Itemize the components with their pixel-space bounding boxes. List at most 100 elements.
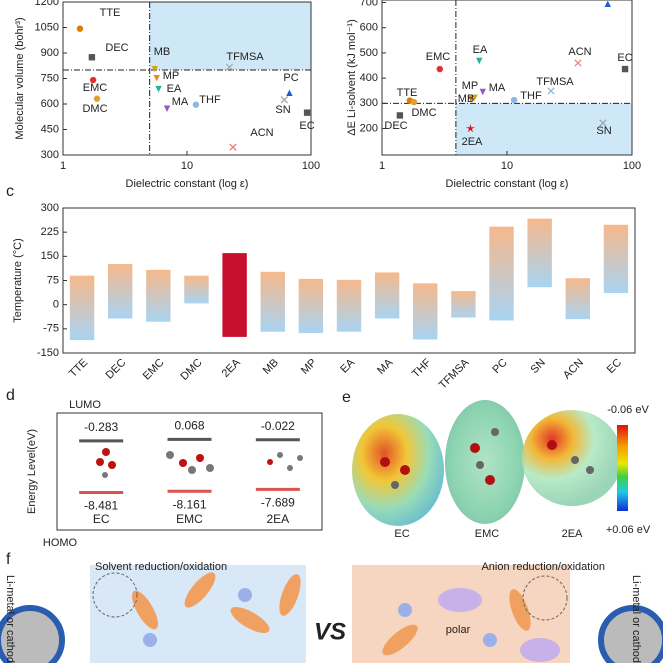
temperature-bar (413, 283, 438, 340)
vs-label: VS (314, 618, 346, 645)
electrode-label: Li-metal or cathode (630, 575, 642, 663)
temperature-bar (222, 253, 247, 337)
point-label: MB (458, 93, 475, 105)
temperature-bar (527, 218, 552, 288)
data-point (89, 76, 97, 84)
point-label: TFMSA (226, 51, 264, 63)
solvent-region (90, 565, 306, 663)
data-point (599, 119, 607, 127)
schematic: f Solvent reduction/oxidation Anion redu… (0, 551, 663, 663)
plot-frame (56, 412, 323, 531)
point-label: ACN (568, 46, 591, 58)
y-tick-label: 150 (41, 250, 59, 262)
atoms (380, 440, 557, 485)
molecule-label: 2EA (266, 512, 289, 526)
y-tick-label: 0 (53, 299, 59, 311)
y-tick-label: 600 (360, 22, 378, 34)
x-tick-label: 1 (379, 160, 385, 172)
data-point (280, 96, 289, 104)
temperature-bar (260, 271, 285, 332)
shaded-region (455, 103, 632, 155)
point-label: DMC (82, 103, 107, 115)
y-tick-label: 400 (360, 72, 378, 84)
x-tick-label: DEC (103, 357, 128, 382)
data-point (479, 88, 486, 96)
panel-label: c (6, 183, 14, 200)
panel-label: d (6, 387, 15, 404)
point-label: DEC (105, 42, 128, 54)
anions (438, 588, 560, 662)
data-point (192, 101, 200, 108)
y-axis-label: Temperature (°C) (12, 238, 24, 322)
level-value: -8.481 (84, 499, 118, 513)
temperature-bar (336, 279, 362, 332)
y-tick-label: 75 (47, 274, 59, 286)
electrode (598, 605, 663, 663)
esp-map (445, 400, 525, 524)
point-label: MB (154, 46, 171, 58)
y-axis-label: ΔE Li-solvent (kJ mol⁻¹) (346, 19, 358, 135)
y-tick-label: 450 (41, 123, 59, 135)
y-tick-label: 200 (360, 122, 378, 134)
x-tick-label: 1 (60, 160, 66, 172)
y-tick-label: -150 (37, 347, 59, 359)
shaded-region (149, 2, 311, 70)
y-tick-label: 300 (360, 97, 378, 109)
point-label: TFMSA (536, 76, 574, 88)
data-point (229, 143, 237, 151)
x-tick-label: DMC (178, 357, 204, 383)
schematic-title: Anion reduction/oxidation (481, 561, 605, 573)
data-point (471, 94, 478, 101)
y-tick-label: 1200 (35, 0, 59, 8)
data-point (436, 65, 443, 73)
colorbar (617, 425, 628, 511)
temperature-bar (374, 272, 400, 319)
colorbar-label: +0.06 eV (606, 524, 651, 536)
data-point (476, 57, 483, 65)
molecule-label: EC (394, 528, 409, 540)
temperature-bar (565, 278, 591, 320)
level-name: HOMO (43, 537, 78, 549)
x-tick-label: TFMSA (437, 356, 472, 391)
data-point (574, 59, 582, 67)
data-point (621, 65, 629, 73)
polar-label: polar (446, 624, 471, 636)
data-point (467, 95, 475, 103)
data-point (286, 89, 293, 96)
y-tick-label: 1050 (35, 21, 59, 33)
y-tick-label: 700 (360, 0, 378, 8)
data-point (76, 25, 84, 32)
x-axis-label: Dielectric constant (log ε) (446, 178, 569, 190)
atoms (391, 428, 594, 489)
y-tick-label: 300 (41, 202, 59, 214)
colorbar-label: -0.06 eV (607, 404, 649, 416)
point-label: EA (167, 83, 182, 95)
x-tick-label: 10 (181, 160, 193, 172)
x-tick-label: THF (410, 356, 434, 380)
temperature-bar (107, 264, 133, 319)
point-label: EMC (83, 82, 108, 94)
x-tick-label: TTE (67, 357, 90, 380)
data-point (465, 123, 476, 133)
point-label: EC (617, 52, 632, 64)
molecule-label: EMC (475, 528, 500, 540)
y-tick-label: 225 (41, 226, 59, 238)
data-point (225, 63, 234, 71)
molecule-label: EMC (176, 512, 203, 526)
point-label: THF (199, 94, 221, 106)
level-value: -0.283 (84, 420, 118, 434)
point-label: TTE (397, 87, 418, 99)
level-name: LUMO (69, 399, 101, 411)
point-label: MA (172, 96, 189, 108)
y-tick-label: -75 (43, 323, 59, 335)
temperature-bar (146, 269, 171, 322)
data-point (151, 65, 159, 73)
level-value: -7.689 (261, 495, 295, 509)
level-value: -0.022 (261, 419, 295, 433)
temperature-bar (603, 224, 629, 294)
data-point (510, 96, 518, 104)
y-tick-label: 300 (41, 149, 59, 161)
electrode-label: Li-metal or cathode (4, 575, 16, 663)
